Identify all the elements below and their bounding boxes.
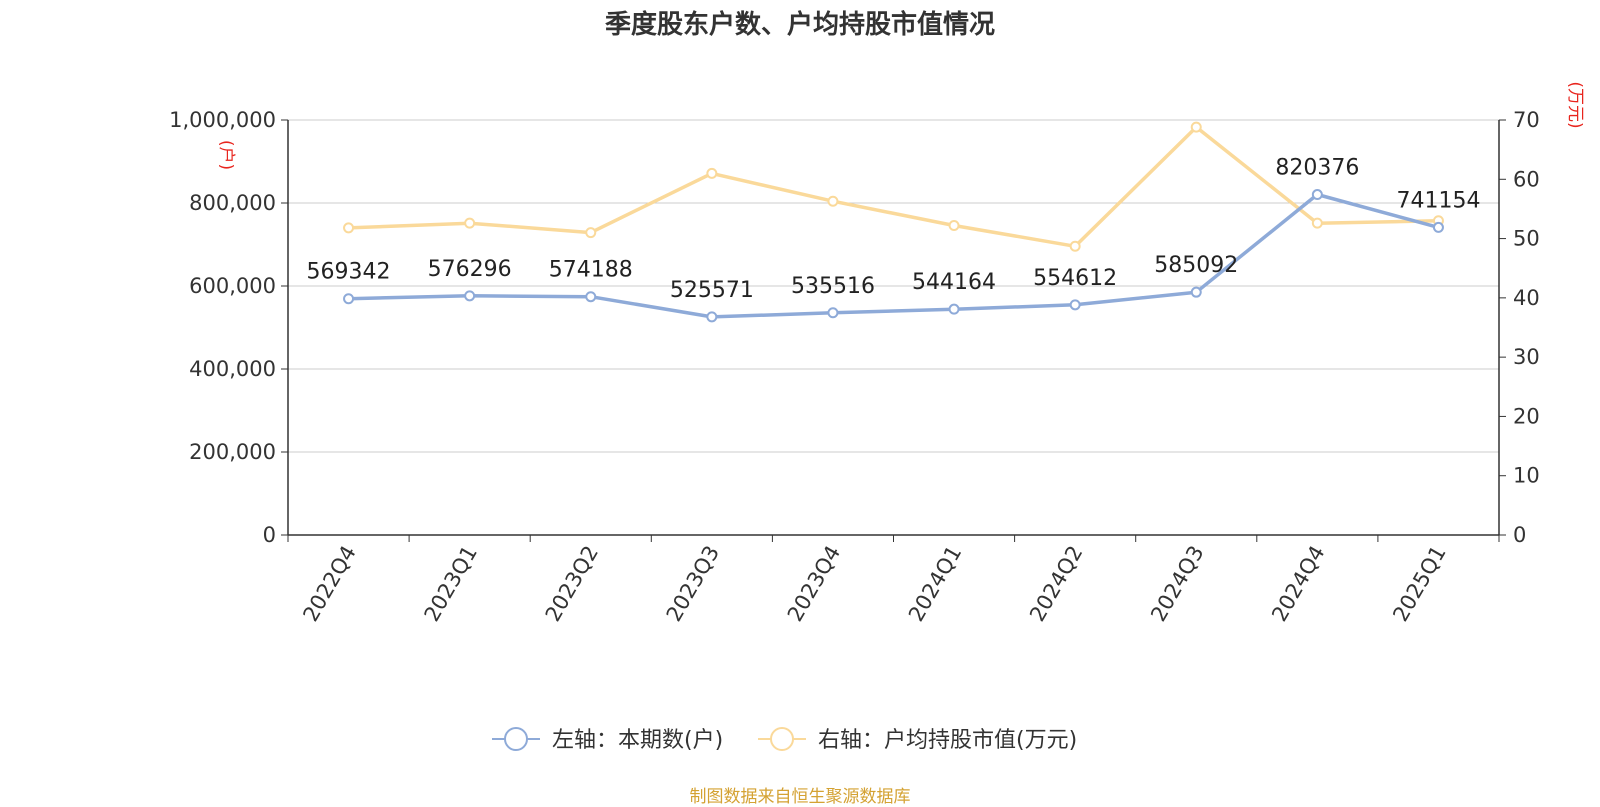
left-axis-tick-label: 400,000 xyxy=(189,357,276,381)
right-axis-tick-label: 20 xyxy=(1513,404,1540,428)
data-label: 544164 xyxy=(912,270,996,295)
data-point-right xyxy=(464,217,476,229)
right-axis-tick-label: 0 xyxy=(1513,523,1526,547)
source-note: 制图数据来自恒生聚源数据库 xyxy=(689,787,911,807)
legend-label: 右轴：户均持股市值(万元) xyxy=(818,728,1077,753)
x-axis-tick-label: 2023Q2 xyxy=(541,542,603,626)
data-point-right xyxy=(1190,121,1202,133)
right-axis-tick-label: 40 xyxy=(1513,286,1540,310)
data-point-right xyxy=(1311,217,1323,229)
x-axis-tick-label: 2023Q3 xyxy=(662,542,724,626)
data-point-right xyxy=(585,227,597,239)
data-point-left xyxy=(1432,221,1444,233)
data-point-right xyxy=(827,195,839,207)
chart-title: 季度股东户数、户均持股市值情况 xyxy=(604,10,995,40)
data-label: 554612 xyxy=(1033,266,1117,291)
right-axis-tick-label: 30 xyxy=(1513,345,1540,369)
data-point-left xyxy=(464,290,476,302)
left-axis-tick-label: 0 xyxy=(263,523,276,547)
right-axis-tick-label: 70 xyxy=(1513,108,1540,132)
data-point-left xyxy=(827,307,839,319)
data-point-right xyxy=(1069,240,1081,252)
data-label: 535516 xyxy=(791,274,875,299)
x-axis-tick-label: 2024Q4 xyxy=(1267,542,1329,626)
right-axis-tick-label: 60 xyxy=(1513,167,1540,191)
data-point-right xyxy=(706,167,718,179)
left-axis-tick-label: 200,000 xyxy=(189,440,276,464)
right-axis-tick-label: 10 xyxy=(1513,464,1540,488)
x-axis-tick-label: 2023Q4 xyxy=(783,542,845,626)
data-point-left xyxy=(585,291,597,303)
right-axis-unit: (万元) xyxy=(1565,81,1585,128)
data-label: 576296 xyxy=(428,257,512,282)
right-axis-tick-label: 50 xyxy=(1513,227,1540,251)
x-axis-tick-label: 2024Q3 xyxy=(1146,542,1208,626)
data-point-left xyxy=(1190,286,1202,298)
x-axis-tick-label: 2024Q1 xyxy=(904,542,966,626)
series-line-left xyxy=(348,192,1439,319)
left-axis-tick-label: 600,000 xyxy=(189,274,276,298)
data-label: 741154 xyxy=(1396,188,1480,213)
data-label: 820376 xyxy=(1275,156,1359,181)
data-point-left xyxy=(343,293,355,305)
legend-marker-icon xyxy=(770,727,794,751)
data-point-right xyxy=(948,220,960,232)
x-axis-tick-label: 2025Q1 xyxy=(1388,542,1450,626)
data-label: 585092 xyxy=(1154,253,1238,278)
data-point-left xyxy=(1069,299,1081,311)
series-line-right xyxy=(348,125,1439,249)
legend-label: 左轴：本期数(户) xyxy=(552,728,723,753)
data-label: 525571 xyxy=(670,278,754,303)
data-point-right xyxy=(343,222,355,234)
left-axis-unit: (户) xyxy=(216,140,236,170)
data-point-left xyxy=(948,303,960,315)
data-label: 569342 xyxy=(307,260,391,285)
data-label: 574188 xyxy=(549,258,633,283)
left-axis-tick-label: 1,000,000 xyxy=(169,108,276,132)
x-axis-tick-label: 2022Q4 xyxy=(298,542,360,626)
left-axis-tick-label: 800,000 xyxy=(189,191,276,215)
data-point-left xyxy=(1311,189,1323,201)
data-point-left xyxy=(706,311,718,323)
legend-marker-icon xyxy=(504,727,528,751)
x-axis-tick-label: 2024Q2 xyxy=(1025,542,1087,626)
x-axis-tick-label: 2023Q1 xyxy=(420,542,482,626)
